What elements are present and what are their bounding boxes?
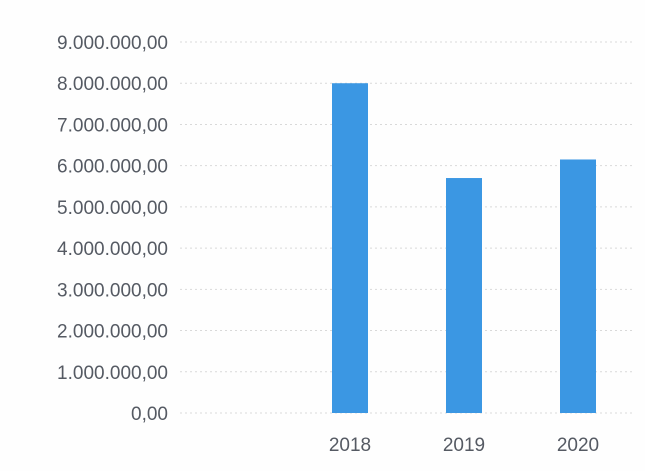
y-tick-label: 2.000.000,00 <box>57 322 168 343</box>
y-tick-label: 7.000.000,00 <box>57 115 168 136</box>
y-tick-label: 1.000.000,00 <box>57 363 168 384</box>
y-axis-tick-labels: 0,00 1.000.000,00 2.000.000,00 3.000.000,00… <box>57 33 168 425</box>
y-tick-label: 8.000.000,00 <box>57 74 168 95</box>
bar-2019 <box>446 178 482 413</box>
y-tick-label: 3.000.000,00 <box>57 280 168 301</box>
x-axis-category-labels: 2018 2019 2020 <box>329 435 599 456</box>
y-tick-label: 4.000.000,00 <box>57 239 168 260</box>
y-tick-label: 5.000.000,00 <box>57 198 168 219</box>
bar-2020 <box>560 159 596 413</box>
bars <box>332 83 596 413</box>
y-tick-label: 9.000.000,00 <box>57 33 168 54</box>
x-category-label: 2018 <box>329 435 371 456</box>
gridlines <box>180 41 632 414</box>
bar-2018 <box>332 83 368 413</box>
y-tick-label: 0,00 <box>131 404 168 425</box>
y-tick-label: 6.000.000,00 <box>57 157 168 178</box>
x-category-label: 2019 <box>443 435 485 456</box>
x-category-label: 2020 <box>557 435 599 456</box>
